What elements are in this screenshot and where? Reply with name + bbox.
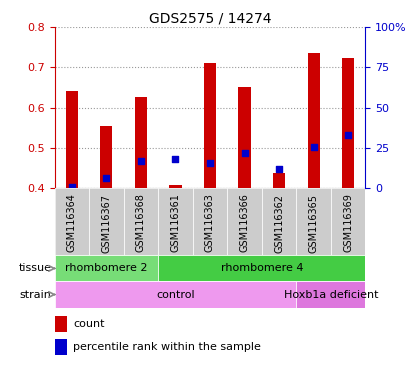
Bar	[66, 91, 78, 188]
Bar	[342, 58, 354, 188]
Bar	[227, 188, 262, 255]
Bar	[239, 88, 251, 188]
Bar	[123, 188, 158, 255]
Point	[241, 150, 248, 156]
Text: GSM116367: GSM116367	[101, 194, 111, 253]
Text: GSM116363: GSM116363	[205, 194, 215, 252]
Bar	[331, 188, 365, 255]
Text: GSM116365: GSM116365	[309, 194, 319, 253]
Text: GSM116369: GSM116369	[343, 194, 353, 252]
Point	[310, 144, 317, 150]
Point	[138, 158, 144, 164]
Bar	[55, 188, 89, 255]
Bar	[100, 126, 113, 188]
Point	[345, 131, 352, 137]
Point	[103, 175, 110, 181]
Bar	[158, 255, 365, 281]
Text: control: control	[156, 290, 195, 300]
Bar	[307, 53, 320, 188]
Point	[207, 160, 213, 166]
Bar	[55, 339, 67, 355]
Bar	[55, 281, 297, 308]
Text: count: count	[73, 319, 105, 329]
Text: Hoxb1a deficient: Hoxb1a deficient	[284, 290, 378, 300]
Bar	[55, 255, 158, 281]
Point	[172, 156, 179, 162]
Bar	[89, 188, 123, 255]
Text: GSM116366: GSM116366	[239, 194, 249, 252]
Point	[68, 184, 75, 190]
Text: percentile rank within the sample: percentile rank within the sample	[73, 343, 261, 353]
Text: GSM116362: GSM116362	[274, 194, 284, 253]
Point	[276, 166, 282, 172]
Bar	[297, 281, 365, 308]
Bar	[135, 98, 147, 188]
Title: GDS2575 / 14274: GDS2575 / 14274	[149, 12, 271, 26]
Bar	[273, 173, 285, 188]
Text: GSM116368: GSM116368	[136, 194, 146, 252]
Text: rhombomere 4: rhombomere 4	[220, 263, 303, 273]
Text: rhombomere 2: rhombomere 2	[65, 263, 148, 273]
Bar	[262, 188, 297, 255]
Bar	[158, 188, 193, 255]
Bar	[297, 188, 331, 255]
Text: GSM116364: GSM116364	[67, 194, 77, 252]
Bar	[169, 185, 181, 188]
Bar	[193, 188, 227, 255]
Bar	[204, 63, 216, 188]
Text: tissue: tissue	[18, 263, 52, 273]
Bar	[55, 316, 67, 332]
Text: strain: strain	[20, 290, 52, 300]
Text: GSM116361: GSM116361	[171, 194, 181, 252]
